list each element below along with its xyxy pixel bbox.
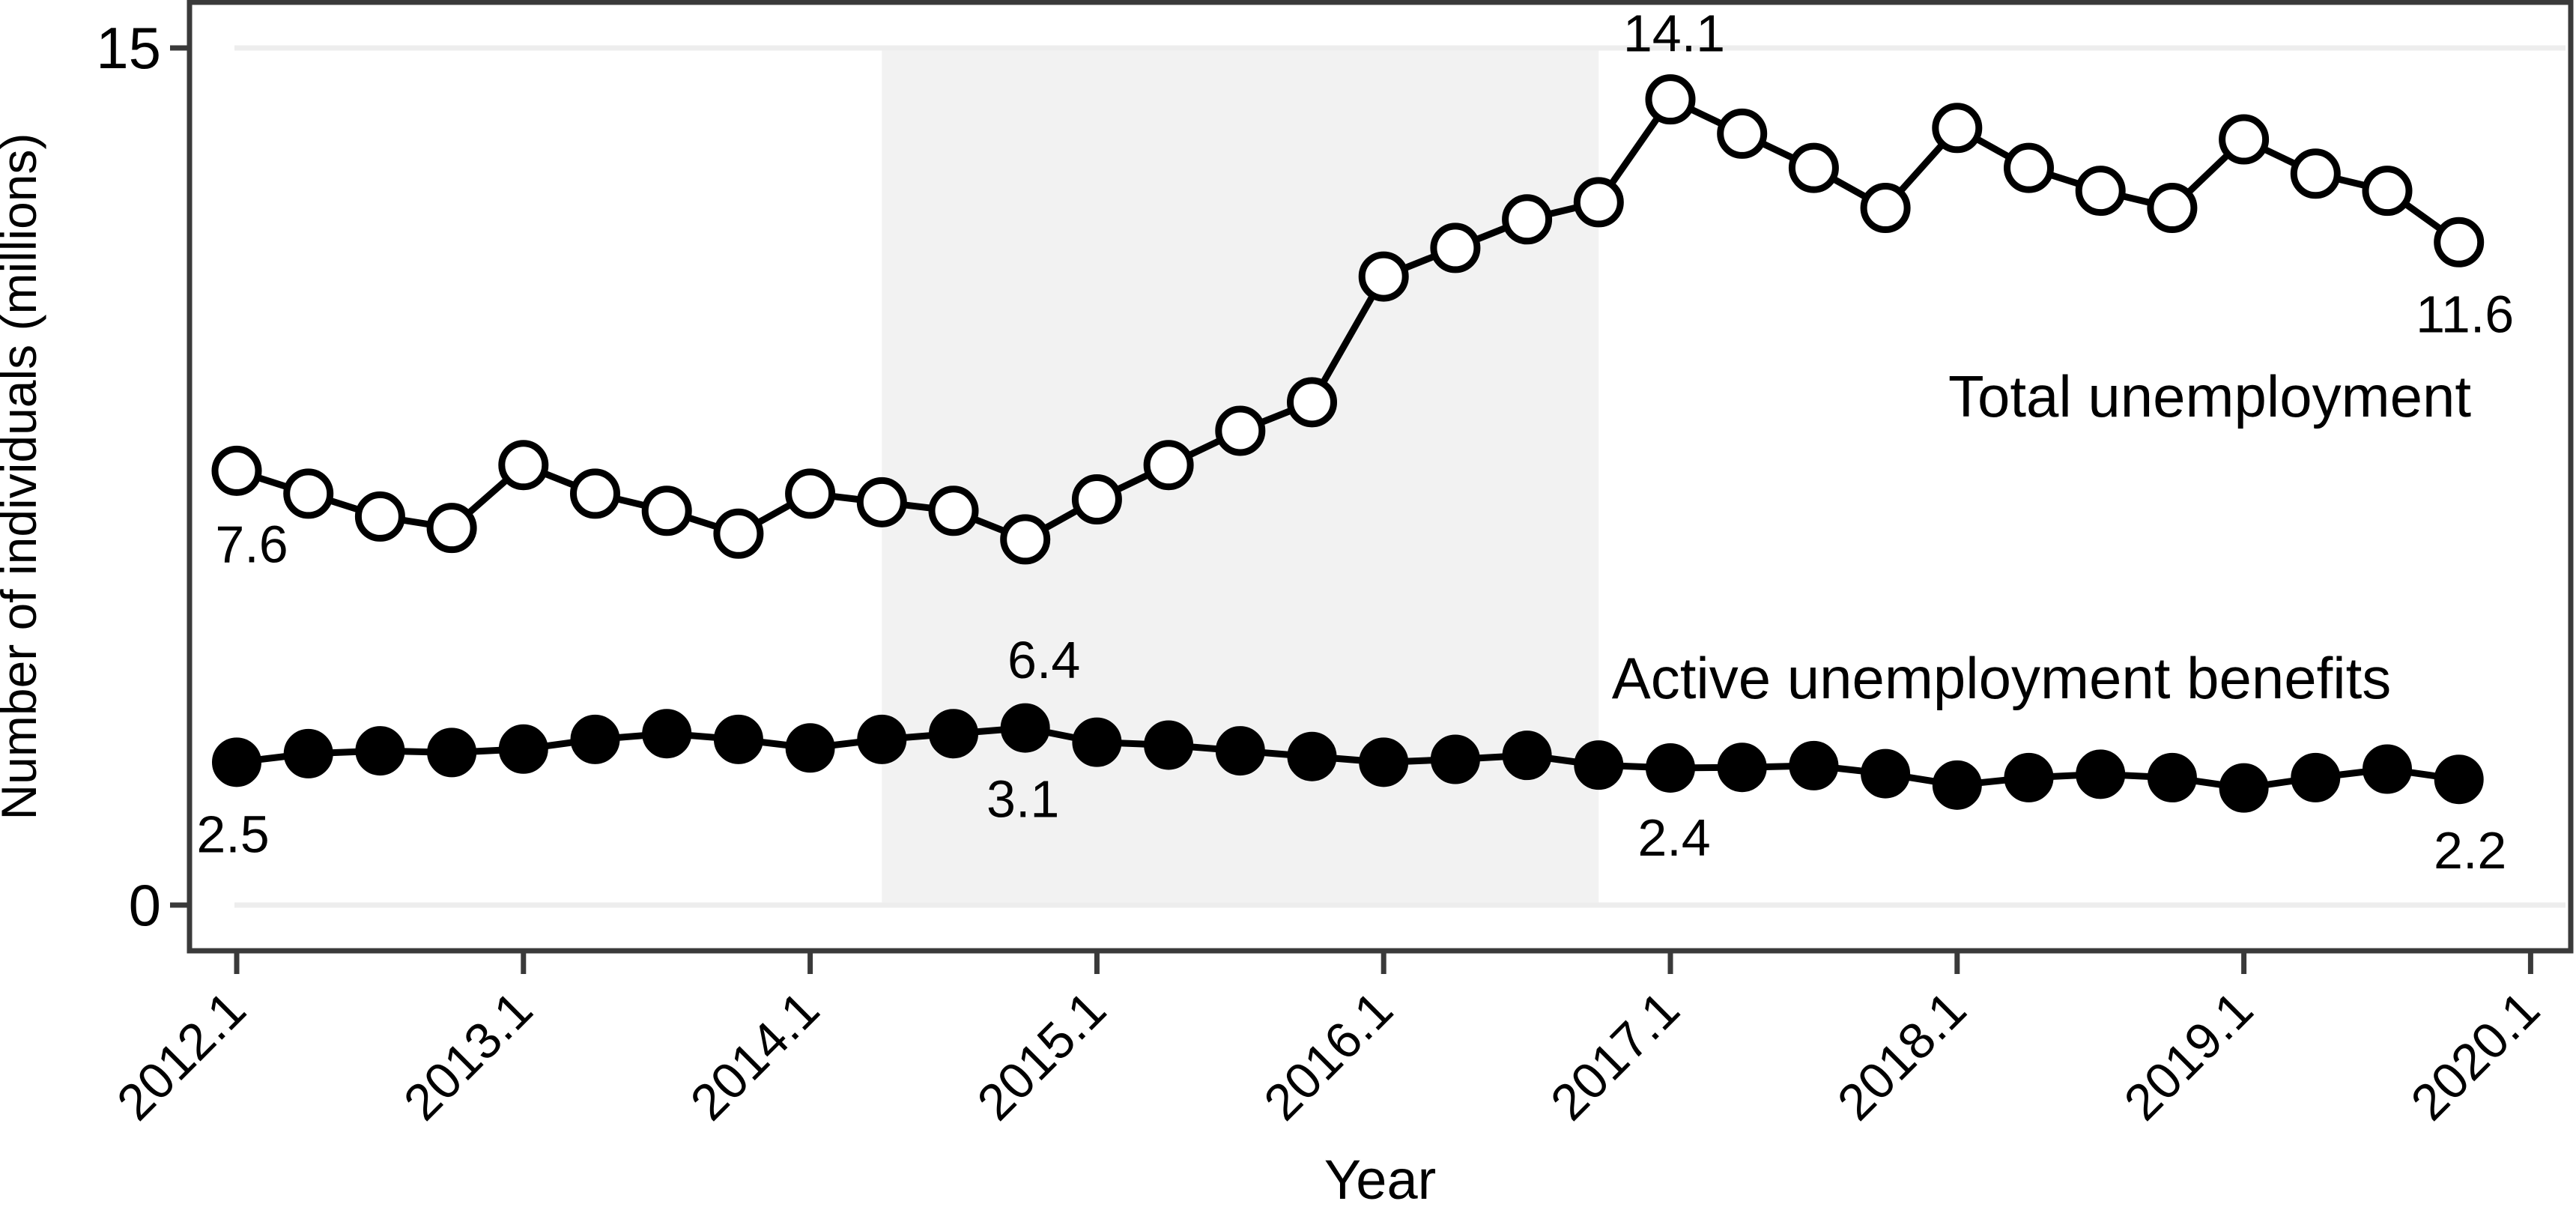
open-circle-marker (2147, 183, 2198, 234)
point-label: 2.2 (2434, 821, 2506, 880)
filled-circle-marker (1502, 731, 1552, 781)
filled-circle-marker (355, 726, 405, 776)
point-label: 6.4 (1007, 631, 1080, 689)
open-circle-marker (1358, 251, 1409, 302)
open-circle-marker (1143, 440, 1194, 491)
filled-circle-marker (2147, 752, 2197, 802)
open-circle-marker (1215, 405, 1266, 456)
y-tick-label: 0 (129, 872, 161, 938)
open-circle-marker (2290, 148, 2341, 199)
filled-circle-marker (2363, 744, 2412, 794)
open-circle-marker (2075, 166, 2126, 217)
open-circle-marker (570, 468, 620, 519)
x-tick-label: 2014.1 (679, 981, 830, 1131)
filled-circle-marker (1717, 742, 1767, 793)
series-annotation-total-unemployment: Total unemployment (1948, 363, 2471, 429)
open-circle-marker (2219, 114, 2270, 165)
open-circle-marker (1860, 183, 1911, 234)
filled-circle-marker (1287, 731, 1337, 781)
x-tick-label: 2015.1 (966, 981, 1117, 1131)
filled-circle-marker (2291, 752, 2341, 802)
filled-circle-marker (2434, 754, 2484, 805)
point-label: 3.1 (987, 770, 1059, 829)
open-circle-marker (354, 491, 405, 542)
open-circle-marker (1788, 142, 1839, 193)
y-axis-title: Number of individuals (millions) (0, 133, 46, 820)
filled-circle-marker (570, 714, 620, 764)
plot-frame (187, 0, 2574, 954)
open-circle-marker (2362, 166, 2413, 217)
filled-circle-marker (1789, 740, 1839, 790)
x-tick-label: 2019.1 (2113, 981, 2264, 1131)
point-label: 14.1 (1623, 4, 1725, 63)
filled-circle-marker (857, 714, 907, 764)
open-circle-marker (426, 503, 477, 554)
series-annotation-active-unemployment-benefits: Active unemployment benefits (1612, 645, 2392, 711)
open-circle-marker (2004, 142, 2054, 193)
x-tick-label: 2016.1 (1253, 981, 1404, 1131)
filled-circle-marker (1215, 726, 1265, 776)
open-circle-marker (2434, 217, 2485, 267)
open-circle-marker (211, 445, 262, 496)
filled-circle-marker (1646, 742, 1695, 793)
filled-circle-marker (785, 723, 835, 773)
filled-circle-marker (2219, 763, 2269, 813)
open-circle-marker (785, 468, 836, 519)
open-circle-marker (1287, 377, 1337, 428)
x-tick-label: 2012.1 (106, 981, 257, 1131)
open-circle-marker (498, 440, 549, 491)
x-tick-label: 2018.1 (1827, 981, 1978, 1131)
filled-circle-marker (1000, 703, 1050, 753)
open-circle-marker (928, 486, 979, 536)
open-circle-marker (713, 508, 764, 559)
filled-circle-marker (1430, 734, 1480, 784)
x-axis-title: Year (1324, 1149, 1437, 1211)
point-label: 2.5 (196, 805, 269, 863)
filled-circle-marker (283, 728, 333, 778)
point-label: 2.4 (1637, 808, 1710, 867)
x-tick-label: 2013.1 (393, 981, 544, 1131)
filled-circle-marker (427, 728, 477, 778)
open-circle-marker (1502, 194, 1553, 245)
filled-circle-marker (1359, 737, 1409, 787)
x-tick-label: 2020.1 (2400, 981, 2551, 1131)
open-circle-marker (1000, 514, 1051, 565)
point-label: 7.6 (215, 515, 288, 573)
filled-circle-marker (1072, 717, 1122, 767)
open-circle-marker (1717, 108, 1768, 159)
open-circle-marker (1573, 177, 1624, 228)
y-tick-label: 15 (96, 15, 161, 81)
filled-circle-marker (642, 709, 692, 759)
x-tick-label: 2017.1 (1540, 981, 1691, 1131)
open-circle-marker (1645, 74, 1696, 125)
point-label: 11.6 (2416, 285, 2514, 343)
open-circle-marker (1430, 223, 1481, 273)
filled-circle-marker (929, 709, 978, 759)
filled-circle-marker (713, 714, 763, 764)
open-circle-marker (856, 477, 907, 527)
filled-circle-marker (1932, 760, 1982, 810)
filled-circle-marker (2004, 752, 2054, 802)
filled-circle-marker (1574, 740, 1624, 790)
filled-circle-marker (2076, 749, 2126, 799)
filled-circle-marker (498, 724, 548, 774)
open-circle-marker (283, 468, 334, 519)
open-circle-marker (1932, 103, 1983, 154)
filled-circle-marker (1861, 748, 1911, 799)
open-circle-marker (1071, 474, 1122, 525)
filled-circle-marker (212, 737, 261, 787)
open-circle-marker (641, 486, 692, 536)
filled-circle-marker (1144, 720, 1194, 770)
